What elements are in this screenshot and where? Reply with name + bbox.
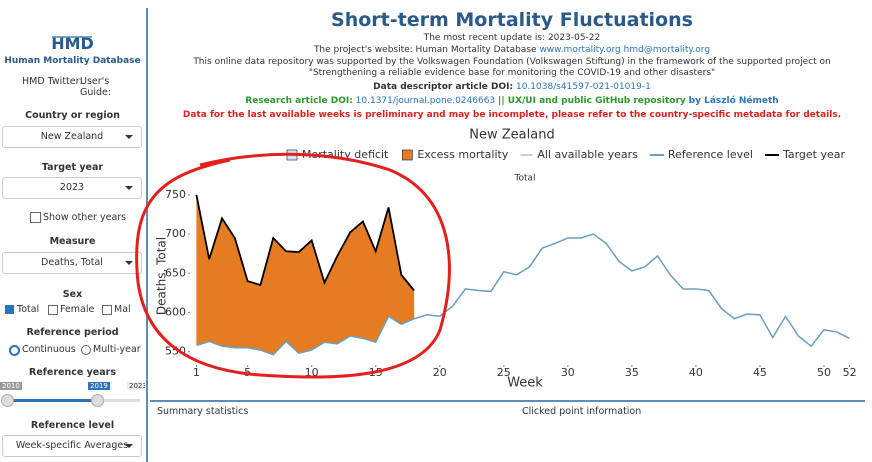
author[interactable]: by László Németh bbox=[688, 96, 779, 106]
label: Measure bbox=[49, 236, 96, 247]
x-tick-label: 52 bbox=[843, 366, 857, 379]
link[interactable]: 10.1038/s41597-021-01019-1 bbox=[515, 82, 651, 92]
y-tick-label: 550 bbox=[165, 345, 186, 358]
website-line: The project's website: Human Mortality D… bbox=[150, 45, 872, 56]
legend-swatch bbox=[401, 149, 413, 161]
support: This online data repository was supporte… bbox=[193, 57, 831, 78]
legend-label: Excess mortality bbox=[417, 148, 508, 161]
slider-min: 2010 bbox=[0, 382, 22, 390]
x-tick-label: 5 bbox=[244, 366, 251, 379]
link[interactable]: 10.1371/journal.pone.0246663 bbox=[355, 96, 496, 106]
legend-label: Reference level bbox=[668, 148, 753, 161]
link[interactable]: hmd@mortality.org bbox=[623, 45, 711, 55]
x-axis-label: Week bbox=[507, 376, 543, 391]
twitter[interactable]: HMD Twitter: bbox=[22, 76, 83, 87]
radio-label: Multi-year bbox=[93, 344, 141, 355]
research-line: Research article DOI: 10.1371/journal.po… bbox=[150, 96, 872, 107]
checkbox-label: Mal bbox=[114, 304, 131, 315]
legend-label: Mortality deficit bbox=[302, 148, 389, 161]
select[interactable]: Deaths, Total bbox=[2, 252, 142, 274]
y-tick-label: 650 bbox=[165, 266, 186, 279]
slider-to: 2019 bbox=[88, 382, 110, 390]
checkbox-label: Female bbox=[60, 304, 95, 315]
label: Target year bbox=[41, 162, 104, 173]
radio[interactable] bbox=[81, 345, 91, 355]
slider-handle[interactable] bbox=[91, 394, 104, 407]
checkbox[interactable] bbox=[30, 212, 41, 223]
select[interactable]: 2023 bbox=[2, 177, 142, 199]
divider bbox=[146, 8, 148, 462]
title: Short-term Mortality Fluctuations bbox=[331, 9, 693, 31]
descriptor-line: Data descriptor article DOI: 10.1038/s41… bbox=[150, 82, 872, 93]
y-tick-label: 700 bbox=[165, 227, 186, 240]
x-tick-label: 1 bbox=[193, 366, 200, 379]
label: Reference period bbox=[26, 327, 119, 338]
legend-swatch bbox=[286, 149, 298, 161]
repo[interactable]: || UX/UI and public GitHub repository bbox=[498, 96, 686, 106]
x-tick-label: 40 bbox=[689, 366, 703, 379]
slider-max: 2023 bbox=[127, 382, 145, 390]
checkbox-label: Show other years bbox=[43, 212, 127, 223]
x-tick-label: 25 bbox=[497, 366, 511, 379]
checkbox[interactable] bbox=[48, 305, 58, 315]
divider bbox=[150, 400, 865, 402]
x-tick-label: 15 bbox=[369, 366, 383, 379]
logo-caption: Human Mortality Database bbox=[4, 56, 141, 66]
checkbox-label: Total bbox=[17, 304, 40, 315]
legend-label: Target year bbox=[782, 148, 846, 161]
label: Country or region bbox=[25, 110, 120, 121]
chart-subtitle: Total bbox=[513, 174, 535, 184]
radio-label: Continuous bbox=[22, 344, 76, 355]
slider-range bbox=[4, 399, 96, 402]
update: The most recent update is: 2023-05-22 bbox=[423, 33, 601, 43]
summary-tab[interactable]: Summary statistics bbox=[157, 406, 249, 417]
label: Reference years bbox=[29, 367, 116, 378]
research-label: Research article DOI: bbox=[245, 96, 353, 106]
logo-graphic bbox=[52, 4, 92, 38]
x-tick-label: 20 bbox=[433, 366, 447, 379]
checkbox[interactable] bbox=[5, 305, 14, 314]
guide[interactable]: User's Guide: bbox=[80, 76, 112, 98]
x-tick-label: 10 bbox=[305, 366, 319, 379]
y-tick-label: 750 bbox=[165, 188, 186, 201]
checkbox[interactable] bbox=[102, 305, 112, 315]
x-tick-label: 45 bbox=[753, 366, 767, 379]
slider-handle[interactable] bbox=[1, 394, 14, 407]
label: Sex bbox=[62, 289, 83, 300]
y-tick-label: 600 bbox=[165, 305, 186, 318]
x-tick-label: 35 bbox=[625, 366, 639, 379]
descriptor-label: Data descriptor article DOI: bbox=[373, 82, 514, 92]
sidebar: HMD Human Mortality Database HMD Twitter… bbox=[0, 0, 145, 462]
radio[interactable] bbox=[9, 345, 20, 356]
x-tick-label: 50 bbox=[817, 366, 831, 379]
link[interactable]: www.mortality.org bbox=[539, 45, 621, 55]
label: Reference level bbox=[30, 420, 115, 431]
chart-title: New Zealand bbox=[469, 128, 554, 143]
select[interactable]: Week-specific Averages bbox=[2, 435, 142, 457]
chart: New Zealand Total Week Deaths, Total 550… bbox=[155, 128, 857, 391]
legend-label: All available years bbox=[537, 148, 638, 161]
x-tick-label: 30 bbox=[561, 366, 575, 379]
select[interactable]: New Zealand bbox=[2, 126, 142, 148]
logo: HMD bbox=[51, 34, 94, 53]
warning: Data for the last available weeks is pre… bbox=[182, 110, 842, 120]
clicked-tab[interactable]: Clicked point information bbox=[522, 406, 642, 417]
website: The project's website: Human Mortality D… bbox=[313, 45, 537, 55]
